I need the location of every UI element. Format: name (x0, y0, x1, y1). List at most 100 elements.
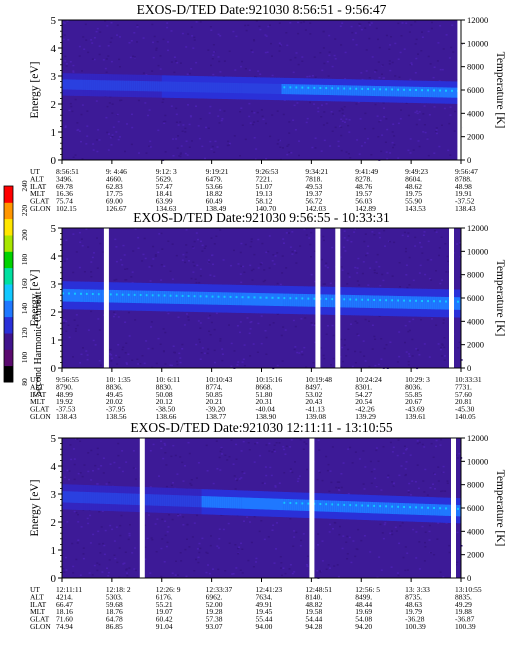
orbit-cell: 10: 1:35 (106, 375, 131, 384)
orbit-cell: 19.92 (56, 397, 73, 406)
orbit-cell: 100.39 (455, 622, 476, 631)
orbit-row-label: ALT (30, 382, 44, 391)
orbit-cell: 17.75 (106, 189, 123, 198)
orbit-cell: 12:41:23 (256, 585, 283, 594)
orbit-cell: 19.75 (405, 189, 422, 198)
orbit-cell: -39.20 (206, 405, 226, 414)
orbit-cell: 9:34:21 (305, 167, 328, 176)
orbit-cell: 55.21 (156, 600, 173, 609)
orbit-row-label: ILAT (30, 600, 47, 609)
colorbar-segment (4, 235, 13, 252)
orbit-cell: 49.53 (305, 182, 322, 191)
y2-tick-label: 4000 (467, 108, 484, 118)
y-tick-label: 2 (51, 99, 57, 111)
orbit-cell: 86.85 (106, 622, 123, 631)
orbit-cell: 49.29 (455, 600, 472, 609)
orbit-cell: 71.60 (56, 615, 73, 624)
colorbar-segment (4, 333, 13, 350)
panel-title: EXOS-D/TED Date:921030 12:11:11 - 13:10:… (130, 420, 392, 435)
y2-tick-label: 4000 (467, 526, 484, 536)
orbit-cell: 19.88 (455, 607, 472, 616)
orbit-cell: 19.28 (206, 607, 223, 616)
orbit-cell: 140.05 (455, 412, 476, 421)
orbit-row-label: GLAT (30, 615, 50, 624)
orbit-cell: 20.81 (455, 397, 472, 406)
y2-tick-label: 0 (467, 573, 471, 583)
orbit-cell: 12:33:37 (206, 585, 233, 594)
orbit-cell: 49.91 (256, 600, 273, 609)
orbit-cell: 94.00 (256, 622, 273, 631)
orbit-cell: 20.67 (405, 397, 422, 406)
orbit-cell: 139.29 (355, 412, 376, 421)
data-gap-1 (139, 438, 145, 578)
orbit-cell: 12:56: 5 (355, 585, 380, 594)
orbit-cell: 49.45 (106, 390, 123, 399)
colorbar-segment (4, 218, 13, 236)
orbit-cell: 4214. (56, 592, 73, 601)
colorbar-label: Second Harmonic Current (33, 291, 44, 396)
y2-axis-label: Temperature [K] (494, 260, 505, 337)
orbit-cell: -37.52 (455, 197, 475, 206)
orbit-cell: 9:26:53 (256, 167, 279, 176)
orbit-cell: 56.72 (305, 197, 322, 206)
orbit-cell: 138.90 (256, 412, 277, 421)
orbit-row-label: ALT (30, 174, 44, 183)
colorbar-tick-label: 80 (20, 378, 29, 386)
colorbar-segment (4, 251, 13, 269)
orbit-cell: 60.42 (156, 615, 173, 624)
y2-tick-label: 8000 (467, 480, 484, 490)
orbit-cell: 20.43 (305, 397, 322, 406)
orbit-row-label: ALT (30, 592, 44, 601)
orbit-cell: 57.47 (156, 182, 173, 191)
y2-tick-label: 6000 (467, 503, 484, 513)
orbit-cell: 5303. (106, 592, 123, 601)
colorbar-segment (4, 300, 13, 318)
colorbar-tick-label: 200 (20, 229, 29, 241)
y2-axis-label: Temperature [K] (494, 52, 505, 129)
orbit-cell: 50.85 (206, 390, 223, 399)
orbit-cell: -36.87 (455, 615, 475, 624)
y-axis-label: Energy [eV] (29, 62, 41, 119)
spectrogram-noise (62, 20, 463, 161)
y-tick-label: 3 (51, 489, 57, 501)
orbit-cell: 16.36 (56, 189, 73, 198)
orbit-cell: 4660. (106, 174, 123, 183)
y-tick-label: 2 (51, 517, 57, 529)
orbit-row-label: MLT (30, 189, 46, 198)
y2-axis-label: Temperature [K] (494, 470, 505, 547)
orbit-cell: 18.41 (156, 189, 173, 198)
orbit-cell: 139.61 (405, 412, 426, 421)
orbit-cell: 8140. (305, 592, 322, 601)
colorbar-segment (4, 202, 13, 220)
colorbar-segment (4, 186, 13, 203)
orbit-cell: 57.60 (455, 390, 472, 399)
orbit-cell: 19.45 (256, 607, 273, 616)
y2-tick-label: 12000 (467, 223, 488, 233)
y2-tick-label: 0 (467, 363, 471, 373)
panel-2: EXOS-D/TED Date:921030 9:56:55 - 10:33:3… (29, 210, 505, 421)
orbit-cell: -38.50 (156, 405, 176, 414)
data-gap-2 (315, 228, 321, 368)
orbit-cell: 10:15:16 (256, 375, 283, 384)
orbit-cell: -41.13 (305, 405, 325, 414)
orbit-cell: 19.79 (405, 607, 422, 616)
orbit-row-label: UT (30, 167, 40, 176)
orbit-cell: 69.00 (106, 197, 123, 206)
orbit-cell: 53.66 (206, 182, 223, 191)
orbit-cell: 9:41:49 (355, 167, 378, 176)
y-axis-label: Energy [eV] (29, 270, 41, 327)
y2-tick-label: 10000 (467, 246, 488, 256)
orbit-cell: 53.02 (305, 390, 322, 399)
orbit-cell: 12:18: 2 (106, 585, 131, 594)
colorbar-frame (3, 185, 14, 383)
y-tick-label: 4 (51, 43, 57, 55)
orbit-cell: 9:56:47 (455, 167, 478, 176)
orbit-cell: 55.90 (405, 197, 422, 206)
orbit-cell: 74.94 (56, 622, 73, 631)
orbit-cell: 18.16 (56, 607, 73, 616)
orbit-cell: 66.47 (56, 600, 73, 609)
emission-band (62, 73, 462, 104)
y-tick-label: 0 (51, 573, 57, 585)
orbit-cell: 10:24:24 (355, 375, 382, 384)
orbit-cell: 138.43 (455, 204, 476, 213)
